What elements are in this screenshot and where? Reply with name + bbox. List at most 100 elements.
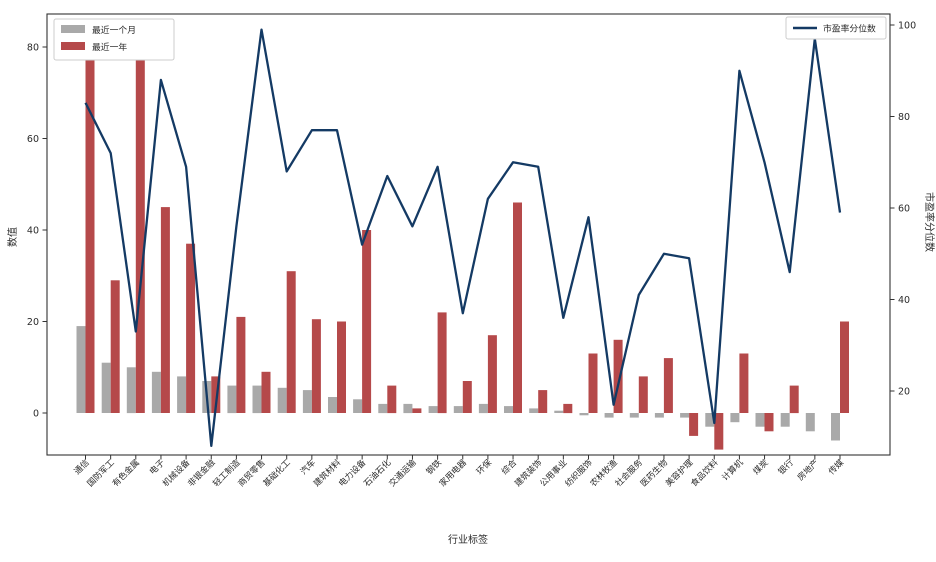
bar-最近一年-环保 — [487, 335, 497, 413]
bar-最近一个月-美容护理 — [680, 413, 690, 418]
y-left-tick-label: 40 — [27, 225, 39, 236]
bar-最近一个月-通信 — [76, 326, 86, 413]
bar-最近一个月-基础化工 — [277, 387, 287, 413]
legend-swatch-last-year — [61, 42, 85, 50]
line-layer — [84, 28, 842, 448]
bar-最近一年-社会服务 — [638, 376, 648, 413]
bar-最近一个月-综合 — [504, 406, 513, 413]
y-right-axis-title: 市盈率分位数 — [923, 192, 936, 252]
y-left-tick-label: 60 — [27, 134, 39, 145]
bar-最近一个月-家用电器 — [453, 406, 463, 413]
bar-最近一年-计算机 — [739, 353, 749, 413]
bar-最近一年-汽车 — [311, 319, 321, 413]
bar-最近一个月-医药生物 — [654, 413, 664, 418]
bar-最近一年-基础化工 — [286, 271, 296, 413]
bar-最近一年-有色金属 — [135, 37, 145, 414]
bar-最近一个月-轻工制造 — [227, 385, 237, 414]
legend-label-last-month: 最近一个月 — [92, 24, 136, 36]
y-right-tick-label: 80 — [898, 112, 910, 123]
bar-最近一个月-农林牧渔 — [604, 413, 614, 418]
x-category-label: 汽车 — [298, 457, 318, 477]
bar-最近一个月-纺织服饰 — [579, 413, 589, 416]
x-category-label: 交通运输 — [387, 457, 419, 489]
legend-bars: 最近一个月 最近一年 — [53, 18, 175, 61]
x-axis-title: 行业标签 — [448, 533, 488, 546]
bar-最近一个月-计算机 — [730, 413, 740, 423]
x-category-label: 食品饮料 — [689, 457, 721, 489]
x-category-label: 通信 — [72, 457, 92, 477]
bar-最近一年-商贸零售 — [261, 371, 271, 413]
bar-最近一年-轻工制造 — [236, 316, 246, 413]
x-category-label: 环保 — [474, 457, 494, 477]
bar-最近一年-美容护理 — [689, 413, 699, 436]
x-category-label: 传媒 — [826, 457, 846, 477]
y-left-axis-title: 数值 — [6, 227, 19, 247]
bar-最近一个月-银行 — [780, 413, 790, 427]
pe-percentile-line — [84, 28, 842, 448]
bar-最近一个月-商贸零售 — [252, 385, 262, 414]
bar-最近一年-电力设备 — [362, 230, 372, 413]
bar-最近一年-建筑装饰 — [538, 390, 548, 413]
legend-label-last-year: 最近一年 — [92, 41, 127, 53]
bar-最近一个月-煤炭 — [755, 413, 765, 427]
y-left-tick-label: 20 — [27, 317, 39, 328]
bar-最近一年-钢铁 — [437, 312, 447, 414]
bar-最近一年-纺织服饰 — [588, 353, 598, 413]
bar-最近一个月-建筑材料 — [328, 397, 337, 413]
bar-最近一个月-传媒 — [831, 413, 840, 441]
bar-最近一年-电子 — [160, 207, 170, 413]
x-category-label: 有色金属 — [110, 457, 142, 489]
bar-最近一年-农林牧渔 — [613, 339, 623, 413]
bar-最近一个月-钢铁 — [428, 406, 438, 413]
bar-最近一个月-公用事业 — [554, 410, 564, 413]
x-category-label: 钢铁 — [424, 457, 444, 477]
bar-最近一个月-食品饮料 — [705, 413, 715, 427]
x-category-label: 房地产 — [795, 457, 821, 483]
y-right-tick-label: 100 — [898, 20, 916, 31]
bar-最近一年-家用电器 — [462, 381, 472, 413]
bar-最近一个月-房地产 — [805, 413, 815, 432]
bar-最近一年-机械设备 — [186, 243, 196, 413]
bar-最近一年-银行 — [789, 385, 799, 414]
bar-最近一个月-建筑装饰 — [529, 408, 539, 413]
x-category-label: 煤炭 — [751, 457, 771, 477]
bar-最近一个月-社会服务 — [629, 413, 639, 418]
y-right-tick-label: 60 — [898, 203, 910, 214]
bar-最近一年-医药生物 — [663, 358, 673, 413]
bar-最近一个月-电子 — [151, 371, 161, 413]
bar-最近一个月-汽车 — [302, 390, 312, 413]
bar-最近一年-传媒 — [840, 321, 849, 413]
axis-ticks-layer: 0 20 40 60 80 20 40 60 80 100 — [27, 20, 916, 460]
bar-最近一个月-有色金属 — [126, 367, 136, 414]
bar-最近一个月-国防军工 — [101, 362, 111, 413]
x-category-label: 基础化工 — [261, 457, 293, 489]
bar-最近一年-通信 — [85, 24, 95, 413]
bar-最近一年-石油石化 — [387, 385, 397, 414]
bar-最近一年-非银金融 — [211, 376, 221, 413]
legend-line-box — [785, 16, 887, 40]
legend-label-pe-line: 市盈率分位数 — [823, 23, 876, 35]
x-category-label: 综合 — [499, 457, 519, 477]
bar-最近一个月-机械设备 — [177, 376, 187, 413]
bar-最近一个月-环保 — [478, 403, 488, 414]
x-category-label: 家用电器 — [437, 457, 469, 489]
x-category-label: 计算机 — [720, 457, 746, 483]
bars-layer — [76, 24, 849, 450]
x-category-label: 银行 — [776, 457, 796, 477]
bar-最近一个月-石油石化 — [378, 403, 388, 414]
x-category-label: 电子 — [147, 457, 167, 477]
y-right-tick-label: 40 — [898, 295, 910, 306]
bar-最近一年-公用事业 — [563, 403, 573, 414]
y-left-tick-label: 80 — [27, 42, 39, 53]
bar-最近一年-国防军工 — [110, 280, 120, 413]
legend-line: 市盈率分位数 — [785, 16, 887, 40]
y-left-tick-label: 0 — [33, 408, 39, 419]
bar-最近一年-煤炭 — [764, 413, 774, 432]
y-right-tick-label: 20 — [898, 386, 910, 397]
bar-最近一年-综合 — [513, 202, 522, 413]
legend-swatch-last-month — [61, 25, 85, 33]
bar-最近一个月-交通运输 — [403, 403, 413, 414]
